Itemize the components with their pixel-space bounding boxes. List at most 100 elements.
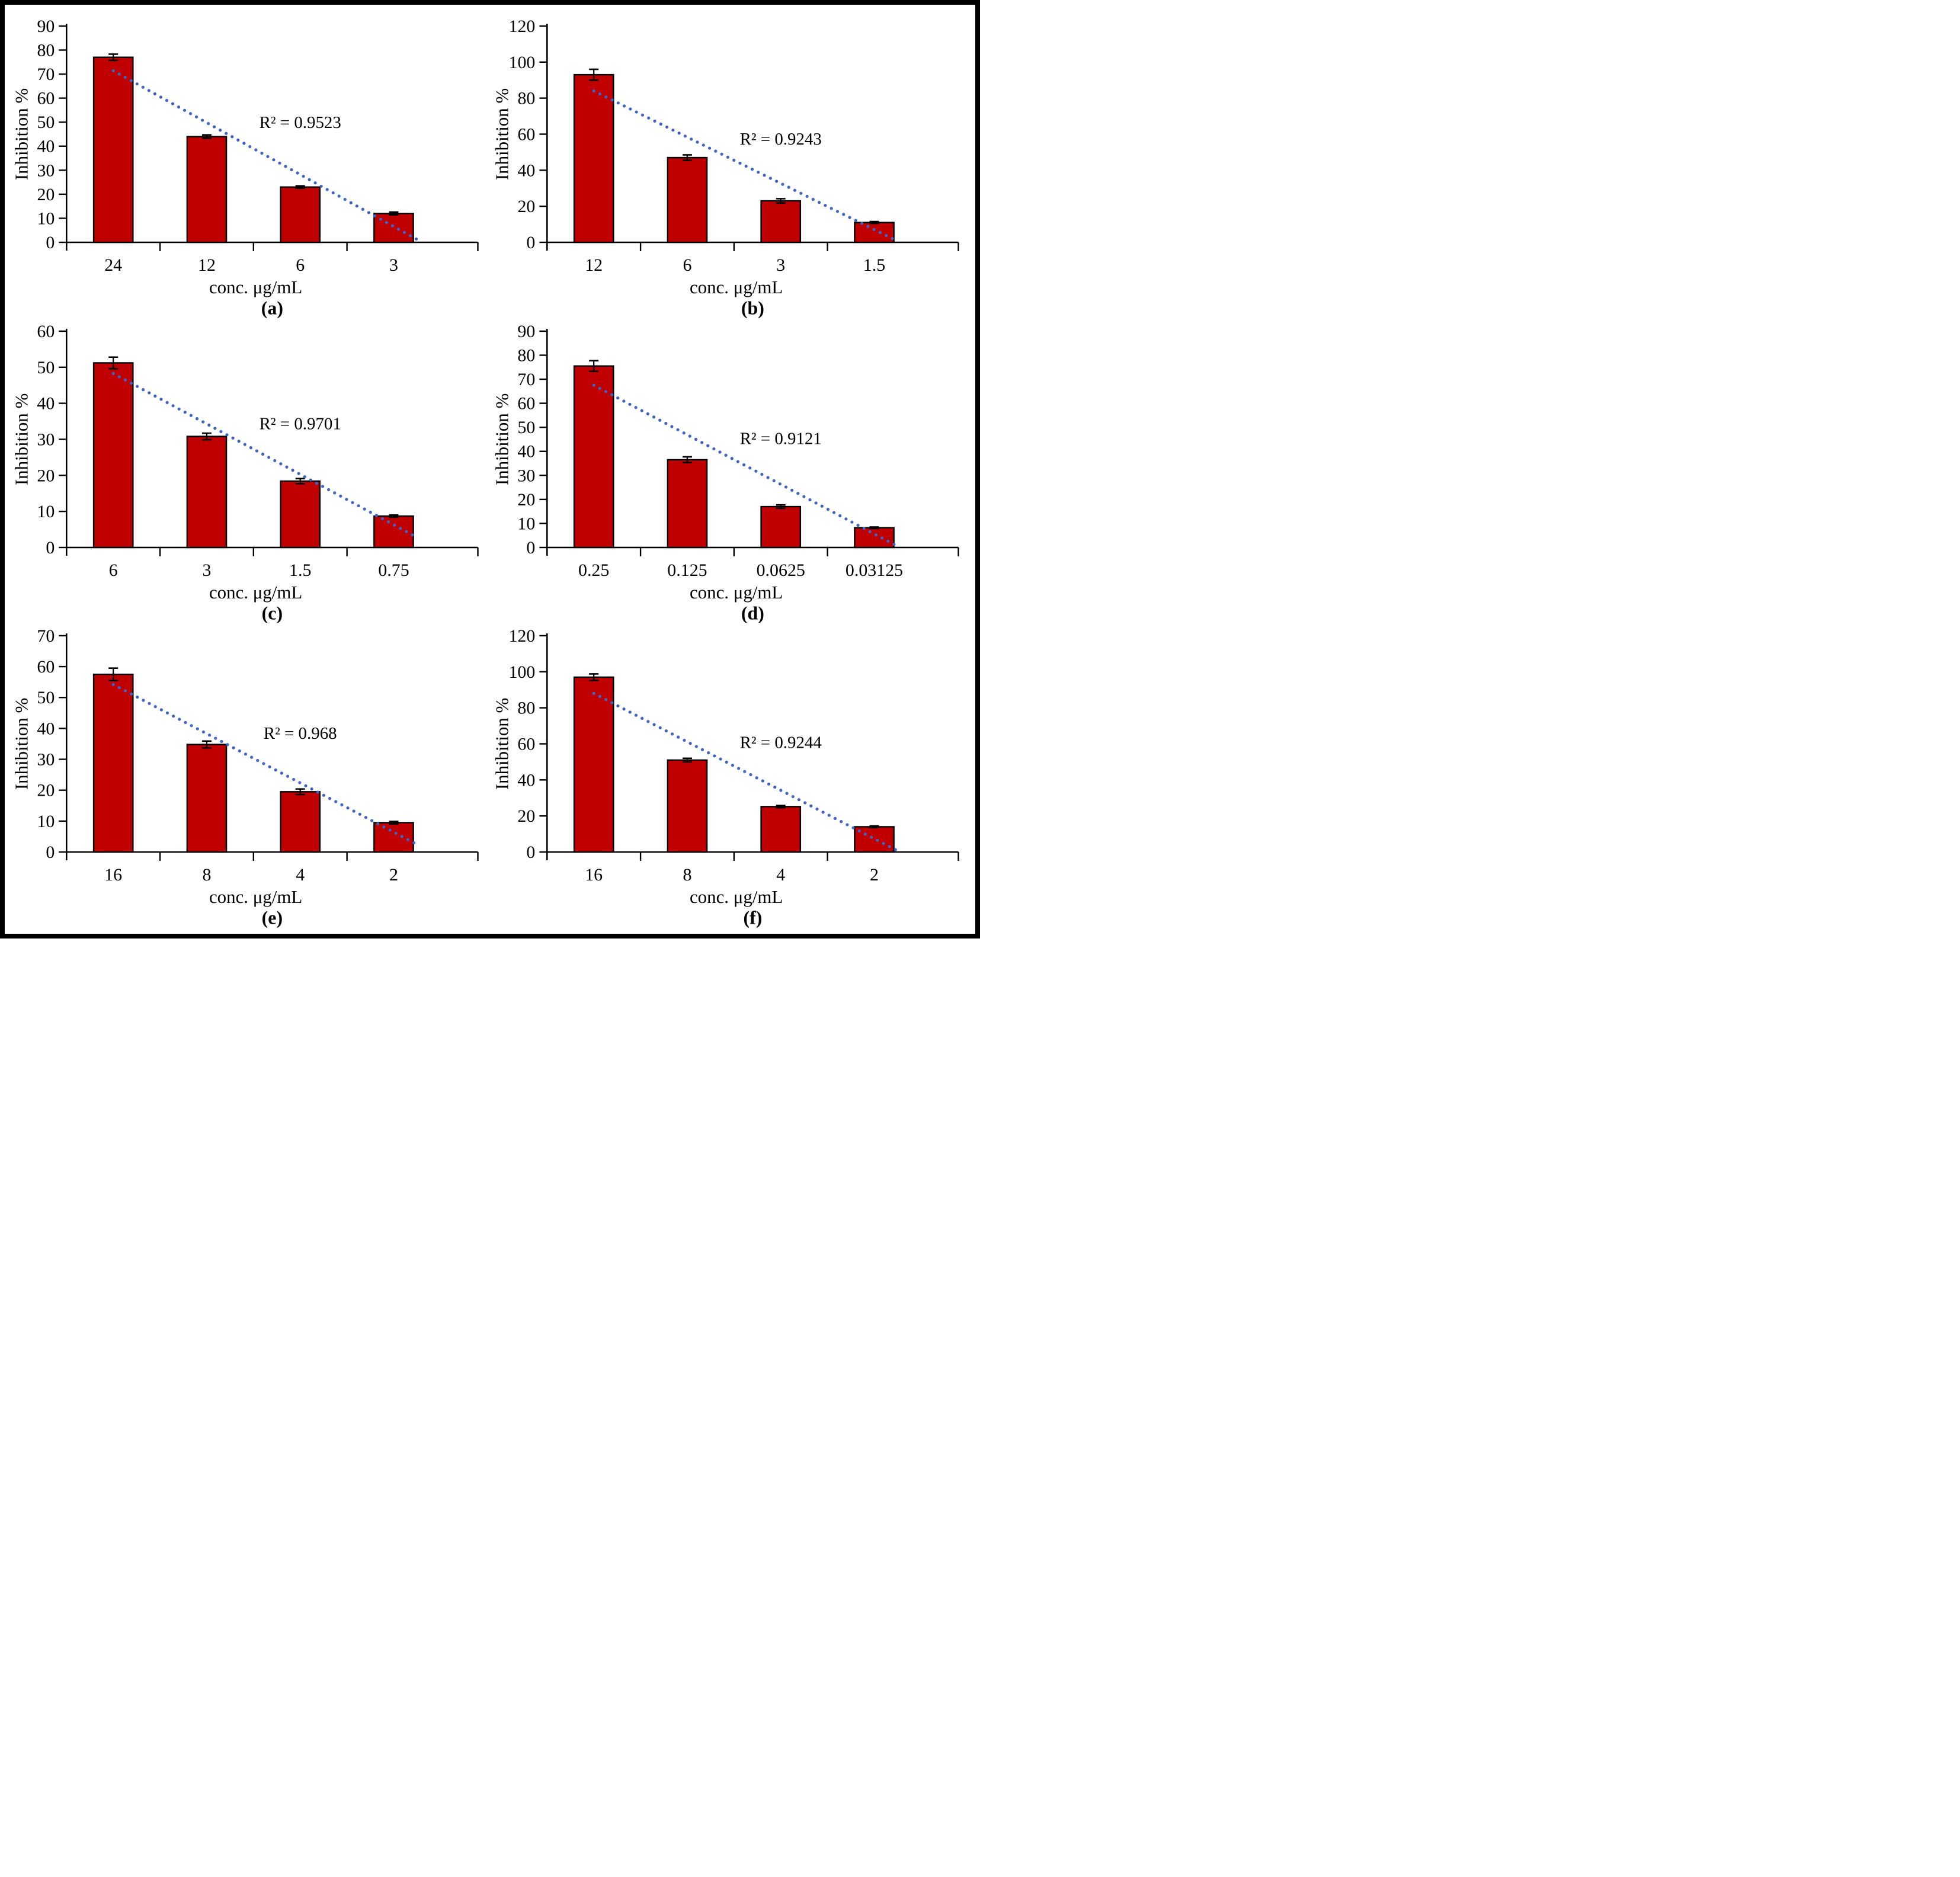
- panel-f: 0 20 40 60 80 100 120 16 8 4 2 R² = 0.9244 conc. μg/…: [490, 623, 971, 928]
- bar: [573, 677, 614, 853]
- y-tick-label: 50: [37, 357, 55, 377]
- y-tick-label: 20: [37, 781, 55, 800]
- bar: [760, 806, 802, 853]
- y-tick-label: 0: [46, 843, 55, 862]
- x-tick-label: 6: [109, 560, 118, 580]
- y-tick-label: 40: [517, 441, 535, 461]
- y-axis-title: Inhibition %: [11, 698, 31, 790]
- y-tick-label: 0: [46, 233, 55, 252]
- y-tick-label: 90: [517, 322, 535, 341]
- panel-a: 0 10 20 30 40 50 60 70 80 90 24 12 6 3 R² = 0.9523 conc…: [9, 13, 490, 318]
- bar: [92, 361, 134, 548]
- y-tick-label: 80: [517, 699, 535, 718]
- panel-caption: (d): [741, 603, 764, 623]
- y-tick-label: 60: [517, 393, 535, 413]
- panel-caption: (c): [262, 603, 283, 623]
- x-axis-title: conc. μg/mL: [209, 886, 302, 907]
- y-tick-label: 30: [517, 466, 535, 485]
- bar: [280, 480, 321, 548]
- bar: [280, 791, 321, 853]
- panel-caption: (a): [261, 298, 283, 318]
- bar: [92, 56, 134, 244]
- chart-e: 0 10 20 30 40 50 60 70 16 8 4 2 R² = 0.968 conc. μg/m…: [11, 626, 479, 928]
- x-tick-label: 3: [202, 560, 211, 580]
- x-tick-label: 3: [776, 255, 785, 275]
- panel-caption: (f): [743, 908, 762, 928]
- x-tick-label: 0.75: [378, 560, 409, 580]
- x-axis-title: conc. μg/mL: [209, 277, 302, 297]
- y-tick-label: 100: [508, 662, 535, 682]
- x-tick-label: 6: [296, 255, 305, 275]
- y-tick-label: 20: [37, 466, 55, 485]
- chart-b: 0 20 40 60 80 100 120 12 6 3 1.5 R² = 0.9243 conc. μ…: [491, 17, 959, 318]
- y-tick-label: 0: [526, 538, 535, 558]
- bar: [854, 222, 895, 244]
- y-tick-label: 40: [37, 719, 55, 739]
- y-tick-label: 50: [37, 688, 55, 708]
- y-tick-label: 70: [37, 65, 55, 84]
- r-squared-label: R² = 0.9243: [740, 130, 822, 149]
- bar: [186, 136, 228, 244]
- figure-frame: 0 10 20 30 40 50 60 70 80 90 24 12 6 3 R² = 0.9523 conc…: [0, 0, 980, 938]
- x-tick-label: 0.0625: [757, 560, 805, 580]
- x-axis-title: conc. μg/mL: [690, 581, 783, 602]
- y-tick-label: 60: [517, 735, 535, 754]
- trendline: [111, 683, 419, 847]
- y-tick-label: 20: [517, 490, 535, 510]
- y-tick-label: 120: [508, 626, 535, 646]
- bar: [760, 505, 802, 548]
- y-tick-label: 40: [37, 393, 55, 413]
- trendline: [592, 691, 899, 853]
- panel-c: 0 10 20 30 40 50 60 6 3 1.5 0.75 R² = 0.9701 conc. μ…: [9, 318, 490, 623]
- y-tick-label: 60: [37, 322, 55, 341]
- y-tick-label: 80: [37, 40, 55, 60]
- y-tick-label: 60: [517, 124, 535, 144]
- x-tick-label: 0.25: [578, 560, 609, 580]
- y-axis-title: Inhibition %: [491, 393, 512, 485]
- bar: [573, 73, 614, 244]
- x-tick-label: 6: [683, 255, 691, 275]
- y-tick-label: 10: [37, 209, 55, 228]
- y-tick-label: 10: [37, 812, 55, 831]
- x-tick-label: 12: [585, 255, 603, 275]
- chart-f: 0 20 40 60 80 100 120 16 8 4 2 R² = 0.9244 conc. μg/…: [491, 626, 959, 928]
- bar: [667, 156, 708, 244]
- bar: [373, 213, 414, 244]
- y-tick-label: 0: [526, 843, 535, 862]
- panel-d: 0 10 20 30 40 50 60 70 80 90 0.25 0.125 0.0625 0.0312…: [490, 318, 971, 623]
- bar: [667, 759, 708, 853]
- x-tick-label: 24: [104, 255, 122, 275]
- y-tick-label: 30: [37, 430, 55, 449]
- panel-e: 0 10 20 30 40 50 60 70 16 8 4 2 R² = 0.968 conc. μg/m…: [9, 623, 490, 928]
- y-tick-label: 10: [37, 502, 55, 521]
- panel-caption: (e): [262, 908, 283, 928]
- y-axis-title: Inhibition %: [491, 698, 512, 790]
- y-tick-label: 90: [37, 17, 55, 36]
- y-tick-label: 40: [517, 161, 535, 180]
- y-tick-label: 20: [517, 197, 535, 216]
- x-tick-label: 1.5: [289, 560, 311, 580]
- x-tick-label: 4: [776, 865, 785, 885]
- y-tick-label: 20: [517, 806, 535, 826]
- chart-d: 0 10 20 30 40 50 60 70 80 90 0.25 0.125 0.0625 0.0312…: [491, 322, 959, 623]
- r-squared-label: R² = 0.9701: [260, 414, 341, 433]
- y-tick-label: 60: [37, 89, 55, 108]
- y-tick-label: 0: [526, 233, 535, 252]
- x-tick-label: 2: [870, 865, 879, 885]
- chart-a: 0 10 20 30 40 50 60 70 80 90 24 12 6 3 R² = 0.9523 conc…: [11, 17, 479, 318]
- r-squared-label: R² = 0.9121: [740, 429, 822, 448]
- bar: [854, 527, 895, 548]
- x-tick-label: 8: [683, 865, 691, 885]
- y-tick-label: 30: [37, 161, 55, 180]
- y-tick-label: 0: [46, 538, 55, 558]
- y-axis-title: Inhibition %: [491, 88, 512, 180]
- y-tick-label: 80: [517, 89, 535, 108]
- trendline: [111, 69, 419, 241]
- chart-c: 0 10 20 30 40 50 60 6 3 1.5 0.75 R² = 0.9701 conc. μ…: [11, 322, 479, 623]
- x-tick-label: 0.125: [667, 560, 707, 580]
- y-axis-title: Inhibition %: [11, 393, 31, 485]
- x-tick-label: 16: [585, 865, 603, 885]
- y-tick-label: 10: [517, 514, 535, 533]
- bar: [373, 822, 414, 853]
- bar: [573, 365, 614, 548]
